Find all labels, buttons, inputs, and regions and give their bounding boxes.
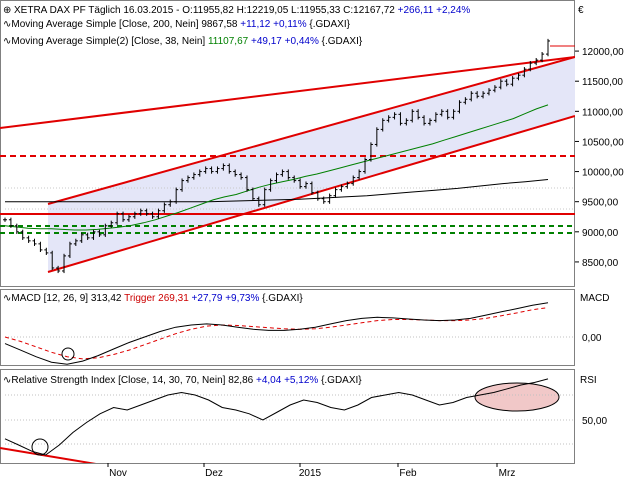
macd-trigger-label: Trigger [124,293,156,304]
header-change: +266,11 +2,24% [398,5,471,16]
time-tick-label: Dez [205,468,223,479]
price-tick-label: 9000,00 [582,228,619,239]
main-title: XETRA DAX PF Täglich [14,5,121,16]
rsi-legend: ∿Relative Strength Index [Close, 14, 30,… [3,375,362,386]
trend-channel-fill [48,57,575,272]
rsi-value: 82,86 [228,375,253,386]
chart-header: ⊕ XETRA DAX PF Täglich 16.03.2015 - O:11… [3,5,584,47]
ma38-label: Moving Average Simple(2) [Close, 38, Nei… [11,36,205,47]
rsi-legend-icon: ∿ [3,375,11,386]
macd-trigger-line [4,307,549,360]
macd-ref: {.GDAXI} [262,293,303,304]
rsi-change: +4,04 +5,12% [256,375,318,386]
ma200-change: +11,12 +0,11% [240,19,306,30]
ma200-value: 9867,58 [201,19,238,30]
ma200-label: Moving Average Simple [Close, 200, Nein] [11,19,198,30]
ma38-legend: ∿Moving Average Simple(2) [Close, 38, Ne… [3,36,363,47]
price-tick-label: 9500,00 [582,198,619,209]
price-tick-label: 12000,00 [582,47,624,58]
chart-icon: ⊕ [3,5,11,16]
time-tick-label: Feb [399,468,417,479]
price-axis: 12000,00 11500,00 11000,00 10500,00 10000,00… [575,47,624,269]
macd-trigger-value: 269,31 [158,293,189,304]
rsi-ref: {.GDAXI} [321,375,362,386]
ma200-ref: {.GDAXI} [309,19,350,30]
macd-legend: ∿MACD [12, 26, 9] 313,42 Trigger 269,31 … [3,293,303,304]
macd-legend-icon: ∿ [3,293,11,304]
ma200-series-line [5,179,549,203]
long-trend-line [0,56,575,129]
header-ohlc: O:11955,82 H:12219,05 L:11955,33 C:12167… [182,5,395,16]
macd-series-line [4,302,549,365]
price-tick-label: 10000,00 [582,168,624,179]
time-tick-label: 2015 [299,468,322,479]
macd-tick-zero: 0,00 [582,333,602,344]
rsi-overbought-ellipse [474,382,560,412]
ma200-legend: ∿Moving Average Simple [Close, 200, Nein… [3,19,351,30]
price-tick-label: 8500,00 [582,258,619,269]
rsi-label: Relative Strength Index [Close, 14, 30, … [11,375,225,386]
macd-value: 313,42 [91,293,122,304]
macd-change: +27,79 +9,73% [192,293,260,304]
ma38-value: 11107,67 [208,36,249,47]
currency-label: € [578,5,584,16]
time-axis: Nov Dez 2015 Feb Mrz [107,463,516,479]
price-tick-label: 11000,00 [582,107,623,118]
rsi-signal-circle [31,438,49,456]
header-date: 16.03.2015 [123,5,173,16]
ma38-legend-icon: ∿ [3,36,11,47]
rsi-tick-50: 50,00 [582,416,607,427]
rsi-axis-title: RSI [580,375,597,386]
time-tick-label: Nov [109,468,127,479]
channel-upper-line [47,56,575,205]
price-bars [3,38,550,274]
rsi-series-line [4,378,549,456]
time-tick-label: Mrz [499,468,516,479]
macd-axis-title: MACD [580,293,609,304]
price-tick-label: 10500,00 [582,137,624,148]
header-line: XETRA DAX PF Täglich 16.03.2015 - O:1195… [14,5,470,16]
ma38-change: +49,17 +0,44% [251,36,319,47]
macd-label: MACD [12, 26, 9] [11,293,88,304]
macd-panel [0,289,575,366]
ma200-legend-icon: ∿ [3,19,11,30]
rsi-trend-line [0,447,97,463]
price-tick-label: 11500,00 [582,77,623,88]
macd-signal-circle [61,347,75,361]
ma38-series-line [4,104,549,231]
ma38-ref: {.GDAXI} [322,36,363,47]
